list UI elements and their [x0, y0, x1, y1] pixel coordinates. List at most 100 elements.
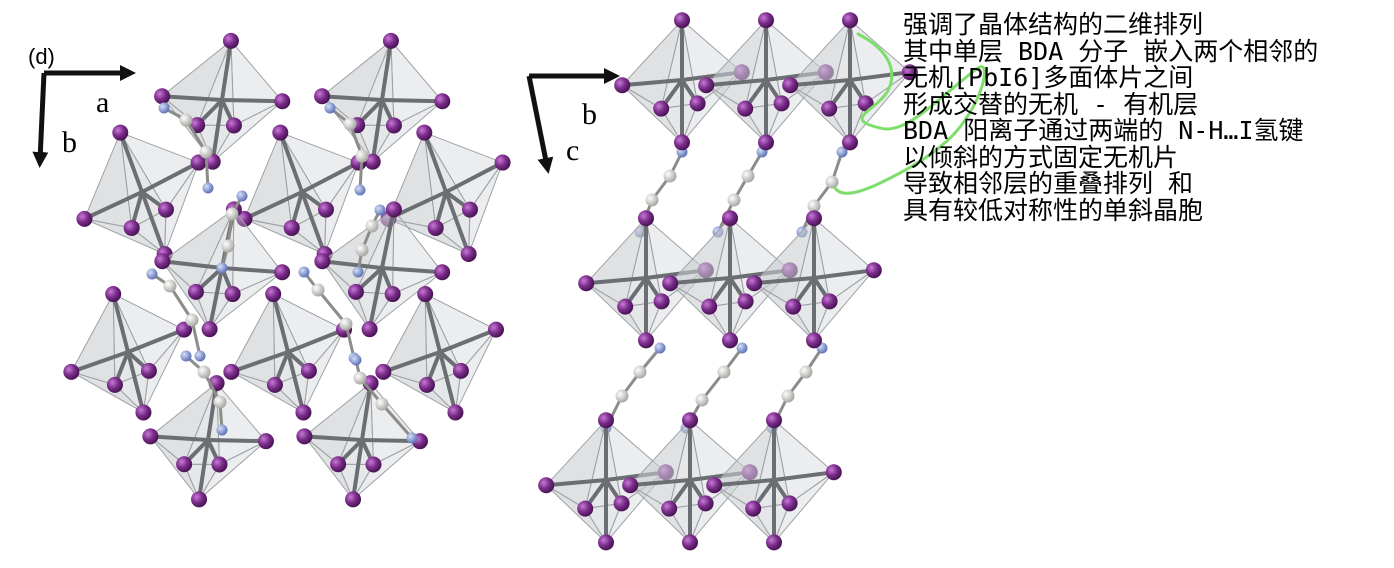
pb-i-bond — [286, 350, 306, 415]
iodine-atom — [737, 293, 754, 310]
iodine-atom — [488, 321, 505, 338]
iodine-atom — [745, 500, 762, 517]
octahedron-face — [161, 260, 211, 330]
iodine-atom — [842, 134, 858, 151]
pb-i-bond — [628, 478, 692, 488]
iodine-atom — [674, 12, 690, 29]
pbi6-octahedron — [223, 286, 353, 421]
annotation-line: BDA 阳离子通过两端的 N-H…I氢键 — [903, 116, 1304, 145]
carbon-atom — [727, 193, 741, 207]
iodine-atom — [662, 275, 679, 292]
iodine-atom — [190, 154, 207, 171]
pb-i-bond — [438, 327, 499, 354]
iodine-atom — [385, 201, 402, 218]
pb-i-bond — [444, 190, 471, 256]
iodine-atom — [345, 491, 362, 508]
iodine-atom — [452, 362, 469, 379]
octahedron-face — [230, 39, 284, 127]
nitrogen-atom — [146, 268, 158, 280]
iodine-atom — [236, 210, 253, 227]
carbon-atom — [825, 175, 839, 189]
carbon-atom — [353, 371, 367, 385]
iodine-atom — [494, 154, 511, 171]
nitrogen-atom — [406, 432, 418, 444]
iodine-atom — [123, 219, 140, 236]
iodine-atom — [821, 293, 838, 310]
bda-cation — [146, 268, 206, 362]
nitrogen-atom — [324, 102, 336, 114]
iodine-atom — [461, 201, 478, 218]
pb-i-bond — [360, 381, 373, 442]
pb-i-bond — [160, 94, 224, 102]
pb-i-bond — [82, 190, 144, 221]
annotation-line: 其中单层 BDA 分子 嵌入两个相邻的 — [903, 36, 1319, 66]
pb-i-bond — [300, 190, 327, 256]
iodine-atom — [538, 477, 555, 494]
iodine-atom — [434, 93, 451, 110]
octahedron-face — [713, 484, 775, 543]
octahedron-face — [321, 260, 371, 330]
iodine-atom — [697, 495, 714, 512]
iodine-atom — [201, 321, 218, 338]
axis-c-arrow — [526, 75, 554, 174]
pb-i-bond — [126, 327, 187, 354]
annotation-line: 无机[PbI6]多面体片之间 — [903, 63, 1194, 92]
iodine-atom — [825, 464, 842, 481]
pb-i-bond — [620, 78, 684, 88]
pb-i-bond — [118, 130, 144, 194]
pb-i-bond — [544, 478, 608, 488]
iodine-atom — [384, 286, 401, 303]
iodine-atom — [598, 412, 614, 429]
iodine-atom — [106, 376, 123, 393]
pb-i-bond — [197, 438, 210, 502]
pb-i-bond — [422, 130, 448, 194]
iodine-atom — [295, 404, 312, 421]
iodine-atom — [314, 88, 331, 105]
octahedron-face — [629, 484, 691, 543]
pb-i-bond — [206, 438, 268, 444]
iodine-atom — [766, 534, 782, 551]
pb-i-bond — [381, 350, 442, 374]
pb-i-bond — [302, 434, 364, 442]
iodine-atom — [578, 275, 595, 292]
iodine-atom — [347, 283, 364, 300]
pb-i-bond — [111, 292, 130, 354]
iodine-atom — [283, 219, 300, 236]
pb-i-bond — [423, 292, 442, 354]
iodine-atom — [272, 124, 289, 141]
octahedron-face — [304, 435, 354, 500]
c-c-bond — [168, 285, 194, 321]
carbon-atom — [311, 283, 325, 297]
bda-cation — [324, 102, 369, 196]
iodine-atom — [785, 298, 802, 315]
bda-cation — [158, 102, 214, 194]
carbon-atom — [375, 397, 389, 411]
pbi6-octahedron — [614, 12, 750, 151]
nitrogen-atom — [352, 266, 364, 278]
annotation-line: 导致相邻层的重叠排列 和 — [903, 169, 1194, 198]
iodine-atom — [614, 77, 631, 94]
pb-i-bond — [140, 160, 201, 194]
pbi6-octahedron — [706, 412, 842, 551]
nitrogen-atom — [216, 262, 228, 274]
pbi6-octahedron — [314, 32, 451, 170]
octahedron-face — [71, 371, 144, 413]
iodine-atom — [224, 286, 241, 303]
bda-cation — [180, 350, 228, 436]
octahedron-face — [705, 84, 767, 143]
nitrogen-atom — [202, 182, 214, 194]
iodine-atom — [901, 64, 918, 81]
iodine-atom — [375, 363, 392, 380]
octahedron-face — [370, 381, 421, 466]
pb-i-bond — [380, 38, 393, 102]
nitrogen-atom — [374, 204, 386, 216]
iodine-atom — [577, 500, 594, 517]
iodine-atom — [222, 32, 239, 49]
iodine-atom — [416, 124, 433, 141]
structure-view-ab — [63, 32, 511, 508]
c-c-bond — [316, 289, 348, 325]
pb-i-bond — [812, 268, 876, 280]
octahedron-face — [161, 95, 214, 163]
nitrogen-atom — [736, 342, 748, 354]
pb-i-bond — [148, 434, 210, 442]
